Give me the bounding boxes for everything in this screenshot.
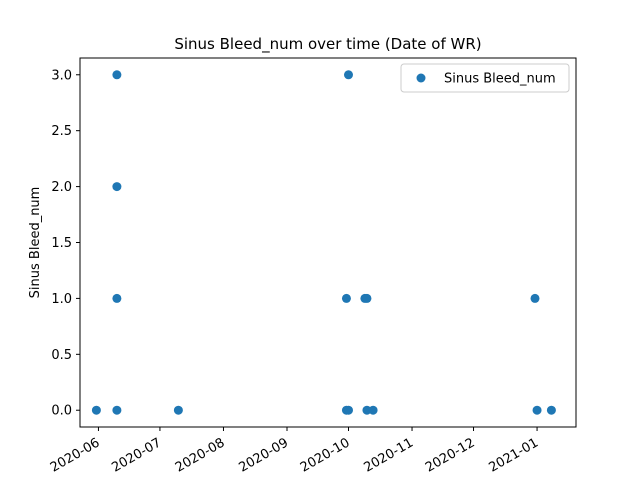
y-tick-label: 0.5 (51, 348, 72, 363)
data-point (112, 405, 122, 415)
data-point (112, 293, 122, 303)
y-tick-label: 2.0 (51, 180, 72, 195)
y-tick-label: 3.0 (51, 68, 72, 83)
legend-label: Sinus Bleed_num (444, 72, 556, 87)
data-point (341, 293, 351, 303)
data-point (530, 293, 540, 303)
legend-box (400, 63, 570, 93)
data-point (112, 182, 122, 192)
data-point (362, 293, 372, 303)
data-point (368, 405, 378, 415)
chart-title: Sinus Bleed_num over time (Date of WR) (174, 35, 481, 54)
y-axis-label: Sinus Bleed_num (28, 187, 43, 299)
data-point (343, 405, 353, 415)
data-point (173, 405, 183, 415)
y-tick-label: 0.0 (51, 404, 72, 419)
y-tick-label: 1.0 (51, 292, 72, 307)
data-point (112, 70, 122, 80)
y-tick-label: 1.5 (51, 236, 72, 251)
legend-marker (416, 73, 426, 83)
data-point (546, 405, 556, 415)
data-point (362, 405, 372, 415)
data-point (91, 405, 101, 415)
data-point (532, 405, 542, 415)
data-point (343, 70, 353, 80)
y-tick-label: 2.5 (51, 124, 72, 139)
